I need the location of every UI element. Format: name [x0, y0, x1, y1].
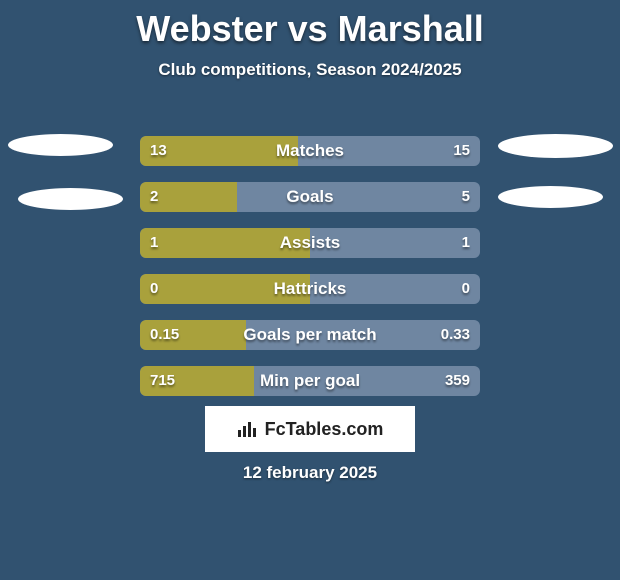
stat-bar-bg [140, 182, 480, 212]
stat-value-right: 15 [453, 136, 470, 166]
bars-icon [237, 420, 259, 438]
decor-ellipse [8, 134, 113, 156]
footer-date: 12 february 2025 [0, 463, 620, 483]
comparison-infographic: Webster vs Marshall Club competitions, S… [0, 8, 620, 580]
stat-value-left: 13 [150, 136, 167, 166]
decor-ellipse [18, 188, 123, 210]
stat-row: Goals per match0.150.33 [0, 312, 620, 358]
decor-ellipse [498, 134, 613, 158]
brand-badge: FcTables.com [205, 406, 415, 452]
brand-logo: FcTables.com [237, 419, 384, 440]
stat-bar-bg [140, 228, 480, 258]
stat-row: Hattricks00 [0, 266, 620, 312]
stat-bar-bg [140, 320, 480, 350]
stat-row: Assists11 [0, 220, 620, 266]
stat-value-right: 1 [462, 228, 470, 258]
stat-value-left: 0.15 [150, 320, 179, 350]
stat-bar-bg [140, 274, 480, 304]
brand-text: FcTables.com [265, 419, 384, 440]
stat-value-right: 5 [462, 182, 470, 212]
stat-value-right: 0.33 [441, 320, 470, 350]
stat-value-left: 715 [150, 366, 175, 396]
stat-row: Min per goal715359 [0, 358, 620, 404]
stat-value-left: 2 [150, 182, 158, 212]
stat-bar-left [140, 228, 310, 258]
stat-value-left: 1 [150, 228, 158, 258]
stat-bar-bg [140, 136, 480, 166]
stats-chart: Matches1315Goals25Assists11Hattricks00Go… [0, 128, 620, 404]
stat-bar-left [140, 274, 310, 304]
stat-value-left: 0 [150, 274, 158, 304]
page-title: Webster vs Marshall [0, 8, 620, 50]
stat-bar-bg [140, 366, 480, 396]
stat-value-right: 0 [462, 274, 470, 304]
decor-ellipse [498, 186, 603, 208]
page-subtitle: Club competitions, Season 2024/2025 [0, 60, 620, 80]
stat-value-right: 359 [445, 366, 470, 396]
